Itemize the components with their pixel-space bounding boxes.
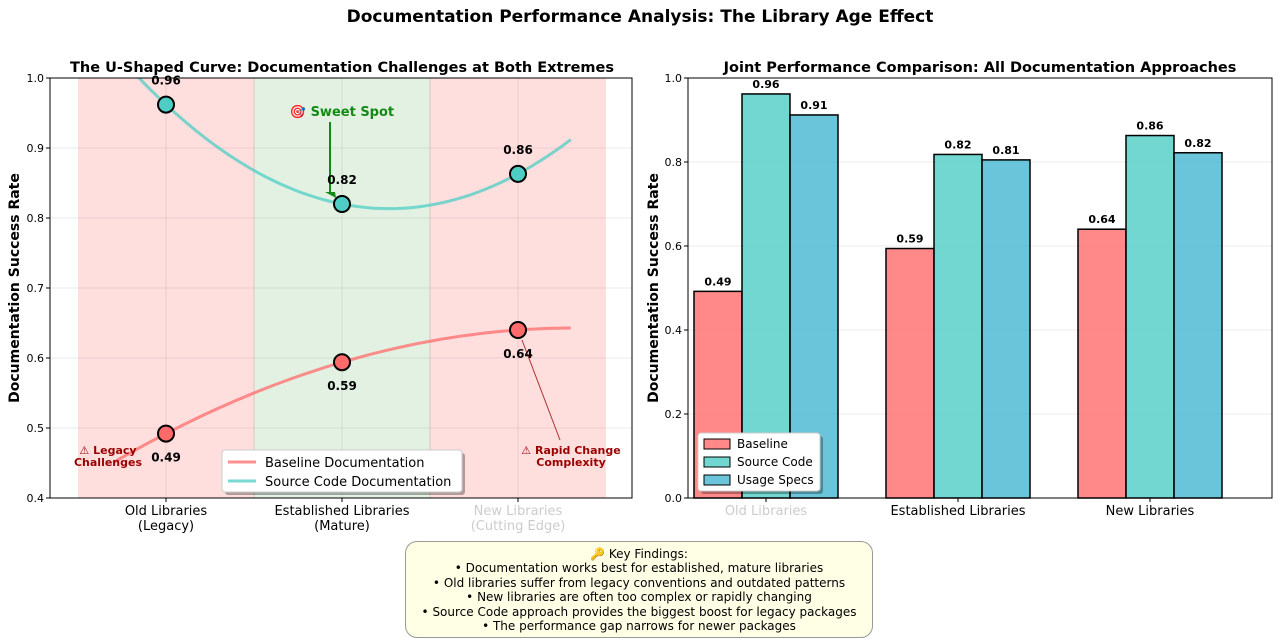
x-tick-label: (Mature): [314, 519, 370, 534]
y-tick-label: 0.2: [665, 408, 683, 421]
data-label: 0.59: [327, 379, 357, 393]
bar-value-label: 0.81: [992, 144, 1019, 157]
bar-baseline: [1077, 228, 1127, 499]
finding-item: • Source Code approach provides the bigg…: [421, 604, 857, 619]
bar-value-label: 0.59: [896, 233, 923, 246]
legend: [221, 449, 463, 493]
finding-item: • New libraries are often too complex or…: [466, 590, 812, 605]
data-point: [157, 95, 175, 114]
y-tick-label: 0.6: [665, 240, 683, 253]
bar-usage-specs: [981, 159, 1031, 499]
rapid-change-annotation: ⚠ Rapid Change: [521, 444, 620, 457]
bar-usage-specs: [1173, 152, 1223, 499]
finding-item: • The performance gap narrows for newer …: [482, 619, 796, 634]
bar-source-code: [1125, 134, 1175, 499]
x-tick-label: Established Libraries: [274, 504, 409, 519]
legend-label: Baseline: [737, 437, 788, 451]
y-tick-label: 1.0: [665, 72, 683, 85]
bar-source-code: [741, 93, 791, 499]
legacy-annotation: Challenges: [74, 456, 142, 469]
y-tick-label: 1.0: [27, 72, 45, 85]
y-tick-label: 0.8: [665, 156, 683, 169]
data-point: [157, 424, 175, 443]
bar-baseline: [885, 247, 935, 499]
y-tick-label: 0.8: [27, 212, 45, 225]
rapid-change-annotation: Complexity: [536, 456, 606, 469]
data-label: 0.82: [327, 173, 357, 187]
bar-value-label: 0.64: [1088, 213, 1115, 226]
y-tick-label: 0.9: [27, 142, 45, 155]
bar-value-label: 0.49: [704, 275, 731, 288]
y-axis-label: Documentation Success Rate: [646, 173, 662, 403]
bar-source-code: [933, 153, 983, 499]
data-label: 0.96: [151, 74, 181, 88]
data-label: 0.86: [503, 143, 533, 157]
x-tick-label: Established Libraries: [890, 504, 1025, 519]
bar-value-label: 0.86: [1136, 120, 1163, 133]
y-tick-label: 0.4: [27, 492, 45, 505]
legend-label: Usage Specs: [737, 473, 814, 487]
key-findings-box: 🔑 Key Findings: • Documentation works be…: [405, 541, 873, 638]
y-axis-label: Documentation Success Rate: [7, 173, 23, 403]
findings-title: 🔑 Key Findings:: [590, 547, 688, 561]
rapid-change-arrow: [521, 339, 561, 441]
bar-value-label: 0.82: [944, 138, 971, 151]
bar-value-label: 0.96: [752, 78, 779, 91]
data-label: 0.49: [151, 451, 181, 465]
data-point: [333, 195, 351, 213]
figure-title: Documentation Performance Analysis: The …: [347, 7, 934, 27]
y-tick-label: 0.6: [27, 352, 45, 365]
y-tick-label: 0.0: [665, 492, 683, 505]
x-tick-label: New Libraries: [474, 504, 563, 519]
data-point: [509, 321, 527, 339]
legend-label: Baseline Documentation: [265, 456, 424, 471]
y-tick-label: 0.4: [665, 324, 683, 337]
axes-frame: [687, 77, 1273, 499]
x-tick-label: (Legacy): [138, 519, 194, 534]
bar-value-label: 0.91: [800, 99, 827, 112]
x-tick-label: (Cutting Edge): [471, 519, 566, 534]
finding-item: • Old libraries suffer from legacy conve…: [432, 575, 846, 590]
data-point: [509, 164, 527, 183]
data-point: [333, 353, 351, 372]
legend-label: Source Code Documentation: [265, 475, 451, 490]
x-tick-label: New Libraries: [1106, 504, 1195, 519]
axes-frame: [49, 77, 633, 499]
sweet-spot-zone: [254, 78, 430, 498]
bar-value-label: 0.82: [1184, 137, 1211, 150]
y-tick-label: 0.5: [27, 422, 45, 435]
legend-swatch: [703, 456, 731, 468]
finding-item: • Documentation works best for establish…: [454, 561, 824, 576]
data-label: 0.64: [503, 347, 533, 361]
legend-label: Source Code: [737, 455, 813, 469]
cutting-edge-zone: [430, 78, 606, 498]
legend-swatch: [703, 474, 731, 486]
legend-swatch: [703, 438, 731, 450]
x-tick-label: Old Libraries: [725, 504, 808, 519]
right-chart-title: Joint Performance Comparison: All Docume…: [723, 60, 1237, 76]
left-chart-title: The U-Shaped Curve: Documentation Challe…: [70, 60, 614, 76]
y-tick-label: 0.7: [27, 282, 45, 295]
legacy-annotation: ⚠ Legacy: [79, 444, 136, 457]
sweet-spot-annotation: 🎯 Sweet Spot: [290, 104, 394, 120]
x-tick-label: Old Libraries: [125, 504, 208, 519]
arrow-head: [325, 192, 336, 198]
